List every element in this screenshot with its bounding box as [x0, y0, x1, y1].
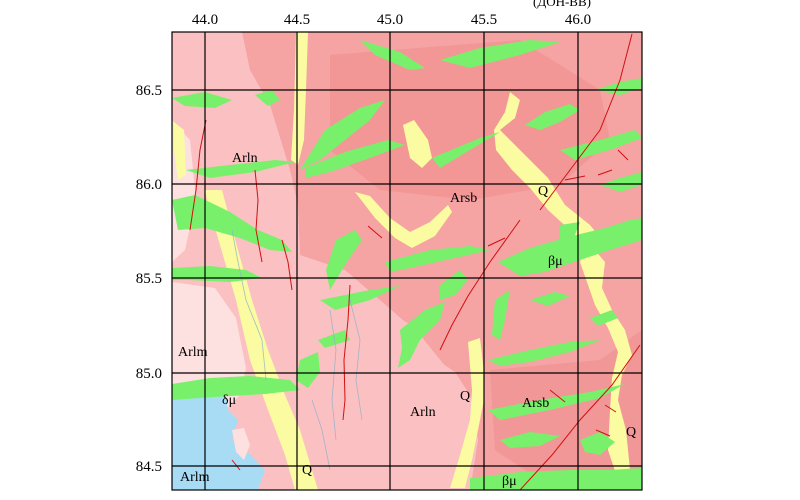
unit-labels: Arln Arsb Q βμ Arlm δμ Arln Q Arsb Q Arl… [178, 151, 636, 489]
cropped-header-text: (ДОН-ВВ) [533, 0, 591, 9]
y-tick-label: 86.5 [136, 83, 162, 99]
y-tick-label: 84.5 [136, 459, 162, 475]
y-axis-labels: 86.5 86.0 85.5 85.0 84.5 [136, 83, 162, 475]
unit-label-q: Q [538, 184, 548, 199]
unit-label-arsb: Arsb [522, 396, 549, 411]
unit-label-arln: Arln [410, 405, 436, 420]
unit-label-arln: Arln [232, 151, 258, 166]
x-tick-label: 46.0 [565, 12, 591, 28]
dikes [172, 40, 642, 490]
unit-q-east-lower [580, 242, 632, 480]
faults [189, 33, 641, 490]
unit-arsb-dark-zone [330, 40, 610, 200]
unit-label-arsb: Arsb [450, 191, 477, 206]
unit-label-arlm: Arlm [178, 345, 208, 360]
unit-label-bu: βμ [548, 254, 563, 269]
unit-label-q: Q [302, 463, 312, 478]
unit-q-ridge [355, 192, 452, 248]
map-body [172, 32, 642, 490]
y-tick-label: 86.0 [136, 177, 162, 193]
unit-label-q: Q [626, 425, 636, 440]
unit-q-west [205, 190, 318, 490]
unit-label-q: Q [460, 389, 470, 404]
contact-lines [231, 229, 363, 471]
map-grid [171, 31, 643, 491]
x-tick-label: 45.5 [471, 12, 497, 28]
unit-q-west-strip [174, 122, 186, 180]
x-tick-label: 44.5 [284, 12, 310, 28]
unit-diorite-inner [232, 428, 250, 460]
unit-q-south [450, 338, 484, 488]
unit-label-bu: βμ [502, 474, 517, 489]
y-tick-label: 85.5 [136, 271, 162, 287]
unit-label-du: δμ [222, 393, 236, 408]
x-axis-labels: 44.0 44.5 45.0 45.5 46.0 [192, 12, 591, 28]
x-tick-label: 44.0 [192, 12, 218, 28]
y-tick-label: 85.0 [136, 366, 162, 382]
x-tick-label: 45.0 [377, 12, 403, 28]
unit-q-blob-mid [403, 120, 432, 168]
unit-diorite [172, 384, 265, 490]
unit-label-arlm: Arlm [180, 470, 210, 485]
unit-q-north [291, 32, 308, 165]
